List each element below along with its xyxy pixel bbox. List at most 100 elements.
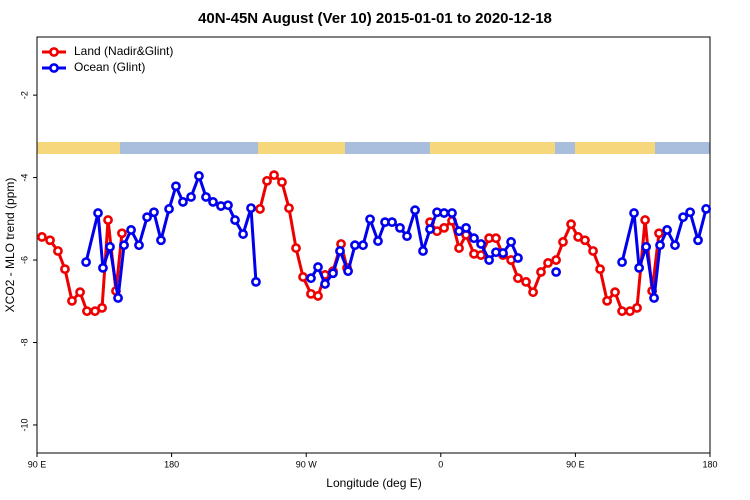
point (662, 225, 672, 235)
point (365, 214, 375, 225)
point (521, 276, 531, 287)
point (439, 222, 449, 233)
point (641, 241, 652, 252)
point (484, 255, 495, 265)
point (291, 243, 301, 253)
point (328, 268, 338, 279)
point (588, 246, 598, 256)
point (277, 177, 287, 188)
point (439, 208, 449, 218)
point (350, 240, 360, 251)
point (320, 279, 330, 289)
series-line (41, 218, 124, 313)
legend-marker (49, 47, 59, 57)
land-band (258, 142, 345, 154)
point (335, 246, 345, 256)
land-band (37, 142, 120, 154)
y-tick-label: -4 (19, 174, 29, 182)
point (654, 228, 664, 239)
point (149, 207, 159, 218)
point (536, 267, 546, 277)
point (649, 293, 659, 303)
point (269, 170, 279, 181)
point (284, 203, 294, 214)
point (313, 291, 323, 301)
point (476, 239, 486, 249)
point (37, 232, 47, 242)
point (75, 287, 85, 298)
point (230, 215, 240, 225)
point (103, 215, 113, 225)
point (373, 236, 383, 246)
point (251, 276, 261, 287)
point (513, 253, 523, 263)
y-tick-label: -10 (19, 418, 29, 431)
point (60, 264, 70, 275)
point (246, 203, 256, 214)
point (98, 262, 108, 273)
point (358, 240, 368, 251)
point (566, 219, 576, 230)
point (685, 207, 696, 218)
point (655, 240, 665, 251)
point (126, 225, 136, 235)
point (551, 267, 562, 277)
point (595, 264, 605, 275)
chart-title: 40N-45N August (Ver 10) 2015-01-01 to 20… (198, 10, 552, 27)
y-axis-label: XCO2 - MLO trend (ppm) (3, 178, 17, 313)
point (262, 175, 272, 186)
x-tick-label: 90 E (566, 459, 585, 469)
point (632, 302, 642, 313)
point (425, 224, 435, 235)
series-line (620, 208, 708, 300)
x-tick-label: 180 (702, 459, 717, 469)
point (551, 255, 562, 265)
point (640, 215, 650, 225)
point (461, 222, 471, 233)
point (142, 212, 152, 223)
point (113, 293, 123, 303)
point (528, 287, 538, 298)
land-ocean-strip (37, 142, 710, 154)
point (194, 171, 204, 181)
legend-label: Land (Nadir&Glint) (74, 44, 173, 58)
point (255, 204, 265, 214)
x-tick-label: 180 (164, 459, 179, 469)
point (81, 257, 91, 268)
x-tick-label: 90 W (296, 459, 318, 469)
point (410, 205, 420, 216)
point (45, 235, 55, 246)
point (117, 228, 127, 239)
point (343, 266, 353, 277)
point (298, 272, 308, 282)
point (97, 302, 107, 313)
point (93, 208, 103, 218)
legend-label: Ocean (Glint) (74, 60, 145, 74)
point (82, 306, 92, 317)
legend-marker (49, 63, 59, 73)
point (617, 306, 627, 317)
point (498, 248, 508, 258)
point (602, 295, 613, 306)
point (454, 243, 464, 253)
y-tick-label: -8 (19, 338, 29, 346)
y-tick-label: -6 (19, 256, 29, 264)
point (513, 273, 523, 284)
point (387, 217, 397, 228)
point (67, 295, 77, 306)
series-line (84, 174, 258, 300)
point (119, 240, 129, 251)
point (201, 192, 211, 202)
point (543, 258, 553, 268)
x-axis-label: Longitude (deg E) (326, 476, 421, 490)
point (395, 222, 405, 233)
point (693, 235, 703, 246)
point (53, 246, 63, 256)
point (306, 273, 316, 284)
point (208, 197, 218, 207)
point (469, 233, 479, 244)
y-tick-label: -2 (19, 91, 29, 99)
land-band (430, 142, 555, 154)
point (186, 192, 196, 202)
